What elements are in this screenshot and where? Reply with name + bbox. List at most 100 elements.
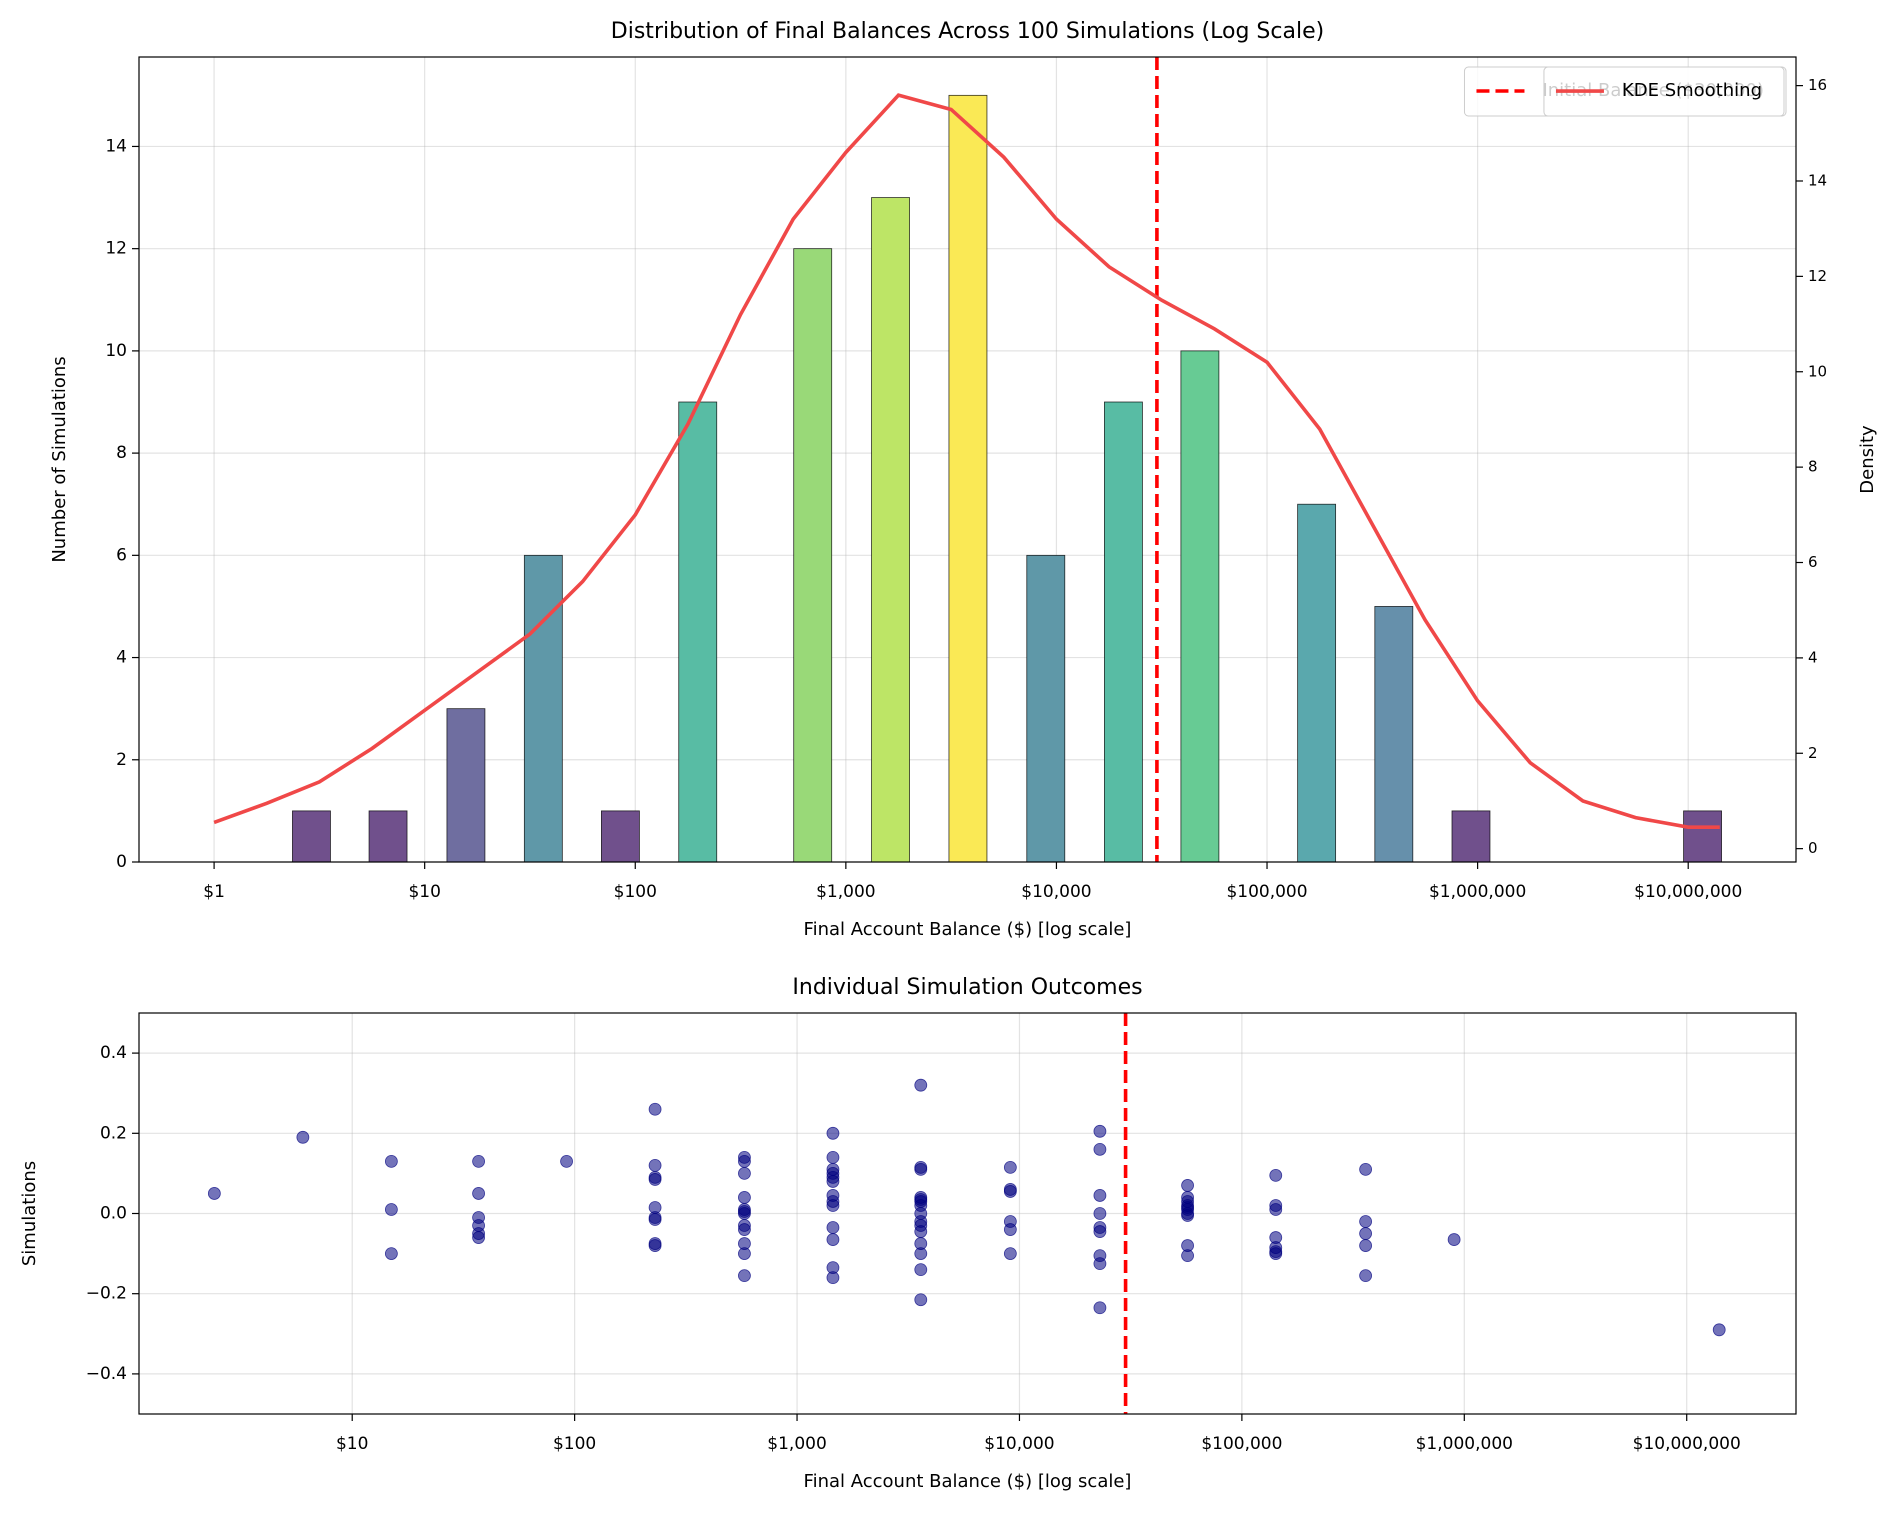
x-tick-label: $10 (408, 882, 440, 902)
scatter-point (1712, 1323, 1726, 1337)
plot-frame (138, 56, 1797, 863)
scatter-point (1269, 1203, 1283, 1216)
scatter-point (1359, 1269, 1373, 1283)
scatter-point (1093, 1301, 1107, 1315)
y2-tick-label: 4 (1808, 648, 1818, 666)
scatter-point (648, 1239, 662, 1252)
bar (678, 401, 718, 863)
legend-label: KDE Smoothing (1622, 80, 1762, 101)
y2-tick-label: 16 (1808, 76, 1827, 94)
y-tick-label: −0.2 (86, 1284, 127, 1304)
scatter-point (1093, 1257, 1107, 1271)
bar (871, 197, 910, 863)
x-tick-label: $100,000 (1226, 882, 1307, 902)
scatter-point (384, 1247, 398, 1260)
chart-title: Individual Simulation Outcomes (792, 975, 1142, 1000)
x-tick-label: $100 (614, 882, 657, 902)
x-tick-label: $10,000,000 (1633, 1434, 1741, 1454)
y-tick-label: 4 (116, 648, 127, 668)
x-tick-label: $1,000,000 (1429, 882, 1526, 902)
y2-axis-label: Density (1857, 425, 1878, 494)
scatter-point (1003, 1185, 1017, 1198)
y-tick-label: 0.4 (100, 1043, 127, 1063)
scatter-point (648, 1213, 662, 1226)
scatter-point (1093, 1124, 1107, 1138)
scatter-point (914, 1225, 928, 1238)
scatter-point (648, 1102, 662, 1116)
y2-tick-label: 8 (1808, 458, 1818, 476)
y-tick-label: 6 (116, 545, 127, 565)
scatter-point (1093, 1142, 1107, 1156)
scatter-point (1447, 1233, 1461, 1246)
bar (1451, 810, 1491, 863)
scatter-point (384, 1154, 398, 1168)
chart-title: Distribution of Final Balances Across 10… (611, 19, 1324, 44)
x-tick-label: $1,000 (816, 882, 875, 902)
scatter-point (914, 1247, 928, 1260)
y-tick-label: 8 (116, 443, 127, 463)
x-tick-label: $100,000 (1201, 1434, 1282, 1454)
scatter-point (738, 1269, 751, 1283)
y-tick-label: −0.4 (86, 1364, 127, 1384)
scatter-point (1003, 1160, 1017, 1174)
scatter-point (648, 1173, 662, 1186)
scatter-point (826, 1221, 840, 1234)
scatter-point (472, 1231, 485, 1244)
scatter-point (914, 1293, 928, 1307)
bar (523, 554, 563, 863)
y-axis-label: Number of Simulations (49, 356, 70, 562)
scatter-point (1003, 1223, 1017, 1236)
scatter-point (1269, 1247, 1283, 1260)
scatter-point (1359, 1239, 1373, 1252)
scatter-point (1359, 1227, 1373, 1240)
scatter-point (738, 1247, 751, 1260)
scatter-point (738, 1167, 751, 1180)
bar (948, 94, 988, 863)
y-tick-label: 14 (105, 136, 127, 156)
scatter-point (1003, 1247, 1017, 1260)
scatter-point (1359, 1215, 1373, 1228)
bar (1104, 401, 1143, 863)
panel: $10 $100 $1,000 $10,000 $100,000 $1,000,000 $1… (19, 975, 1797, 1492)
kde-line (213, 93, 1720, 829)
scatter-point (826, 1199, 840, 1212)
legend: KDE Smoothing (1543, 66, 1785, 117)
scatter-point (826, 1126, 840, 1140)
x-tick-label: $1,000 (767, 1434, 826, 1454)
bar (793, 248, 833, 863)
scatter-point (648, 1158, 662, 1172)
y2-tick-label: 6 (1808, 553, 1818, 571)
scatter-point (826, 1150, 840, 1164)
bar (1683, 810, 1722, 863)
y2-tick-label: 14 (1808, 171, 1827, 189)
y2-tick-label: 12 (1808, 267, 1827, 285)
scatter-point (826, 1233, 840, 1246)
panel: $1 $10 $100 $1,000 $10,000 $100,000 $1,000,000… (49, 19, 1878, 940)
scatter-point (1093, 1225, 1107, 1238)
y-tick-label: 0 (116, 852, 127, 872)
scatter-point (738, 1191, 751, 1204)
scatter-point (914, 1078, 928, 1092)
scatter-point (560, 1154, 573, 1168)
y-tick-label: 10 (105, 341, 127, 361)
scatter-point (914, 1162, 928, 1176)
scatter-point (472, 1154, 485, 1168)
y2-tick-label: 0 (1808, 839, 1818, 857)
x-tick-label: $10,000,000 (1634, 882, 1742, 902)
scatter-point (1093, 1189, 1107, 1202)
legend-box (1543, 66, 1785, 117)
bar (600, 810, 640, 863)
scatter-point (914, 1263, 928, 1277)
scatter-point (738, 1154, 751, 1168)
x-tick-label: $1,000,000 (1416, 1434, 1513, 1454)
x-tick-label: $10,000 (984, 1434, 1054, 1454)
x-tick-label: $1 (203, 882, 225, 902)
x-axis-label: Final Account Balance ($) [log scale] (804, 919, 1132, 940)
y2-tick-label: 10 (1808, 362, 1827, 380)
bar (292, 810, 331, 863)
bar (1297, 503, 1337, 863)
bar (1374, 606, 1414, 863)
scatter-point (1181, 1249, 1194, 1263)
